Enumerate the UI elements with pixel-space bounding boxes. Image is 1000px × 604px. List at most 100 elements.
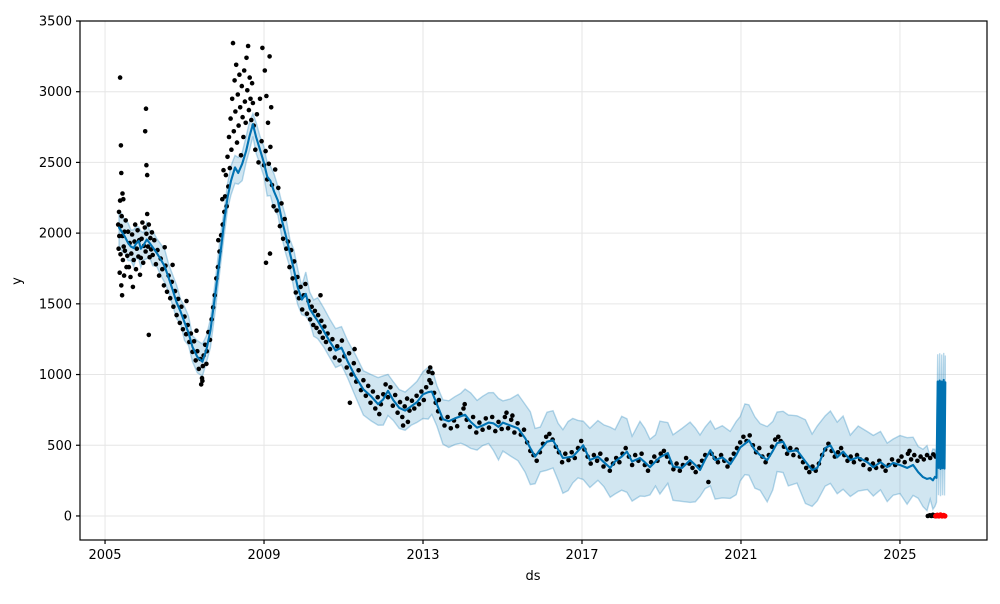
observation-point [161,283,167,288]
observation-point [337,358,342,363]
observation-point [315,312,321,318]
observation-point [791,452,796,458]
observation-point [180,327,186,332]
observation-point [510,413,515,418]
observation-point [512,430,517,435]
observation-point [412,406,417,411]
observation-point [569,450,574,455]
observation-point [200,363,206,369]
observation-point [671,467,676,472]
observation-point [144,231,149,237]
observation-point [242,99,248,104]
observation-point [234,140,240,145]
observation-point [249,117,254,123]
observation-point [645,468,651,474]
observation-point [430,370,435,376]
observation-point [731,451,737,457]
x-tick-label: 2005 [88,548,121,563]
observation-point [504,410,509,416]
observation-point [200,378,205,384]
observation-point [198,382,204,387]
observation-point [402,404,408,409]
observation-point [896,458,901,464]
observation-point [137,272,143,278]
observation-point [175,296,181,302]
observation-point [193,358,198,363]
observation-point [327,346,333,352]
forecast-line-path [117,123,947,482]
observation-point [693,469,698,475]
observation-point [467,424,473,430]
observation-point [427,365,433,370]
observation-point [271,204,276,209]
observation-point [153,261,159,267]
observation-point [264,93,269,99]
observation-point [257,96,263,102]
observation-point [129,251,134,256]
observation-point [150,252,155,258]
observation-point [299,307,305,312]
observation-point [629,462,635,468]
observation-point [436,397,442,403]
observation-point [683,455,689,461]
observation-point [223,172,229,178]
observation-point [747,433,752,438]
observation-point [477,420,482,425]
observation-point [303,281,308,287]
observation-point [132,222,138,227]
observation-point [706,479,711,485]
observation-point [639,451,644,457]
observation-point [803,465,809,471]
axes: 2005 2009 2013 2017 2021 2025 0 500 1000 1500 2000… [39,15,988,563]
observation-point [690,465,695,471]
observation-point [248,96,253,102]
observation-point [489,414,495,420]
observation-point [390,403,396,409]
plot-border [79,20,988,541]
observation-point [883,468,888,474]
observation-point [227,165,233,171]
observation-point [139,236,144,242]
observation-point [648,459,654,465]
observation-point [280,236,286,242]
anomaly-scatter [933,512,948,519]
observation-point [125,253,130,259]
observation-point [284,246,289,251]
observation-point [135,228,140,233]
observation-point [194,328,199,334]
observation-point [323,339,329,345]
observation-point [918,454,923,459]
observation-point [483,416,489,421]
y-tick-label: 3500 [39,15,72,30]
observation-point [266,161,272,167]
observation-point [661,448,667,454]
observation-point [312,308,318,314]
observation-point [233,62,239,68]
observation-point [383,382,388,387]
observation-point [889,457,895,462]
observation-point [143,106,149,111]
forecast-line [117,123,947,482]
observation-point [578,438,584,444]
observation-point [763,459,768,465]
observation-point [776,434,781,440]
observation-point [658,451,663,457]
observation-point [334,344,340,349]
observation-point [246,107,252,113]
observation-point [502,414,508,420]
observation-point [543,434,549,440]
observation-point [741,434,746,440]
observation-point [149,230,155,235]
observation-point [240,114,245,120]
observation-point [260,45,265,51]
x-tick-label: 2017 [565,548,598,563]
observation-point [307,317,313,322]
observation-point [126,264,132,270]
observation-point [317,329,323,335]
observation-point [116,209,122,215]
observation-point [375,394,381,400]
observation-point [454,423,460,429]
observation-point [148,235,153,241]
